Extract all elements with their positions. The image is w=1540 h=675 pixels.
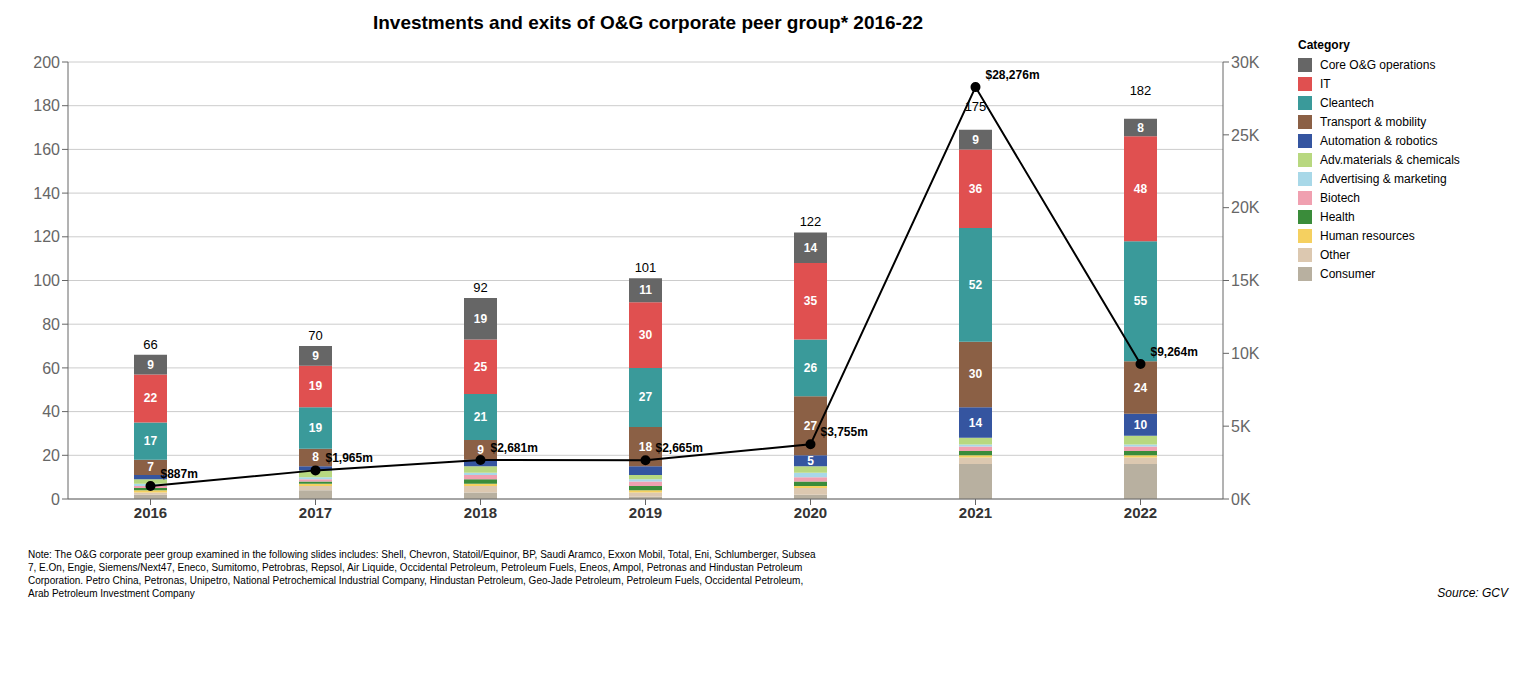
html-text:7, E.On, Engie, Siemens/Next47: 7, E.On, Engie, Siemens/Next47, Eneco, S… bbox=[28, 562, 803, 573]
svg-text:200: 200 bbox=[33, 54, 60, 71]
svg-text:20: 20 bbox=[42, 447, 60, 464]
svg-text:26: 26 bbox=[804, 361, 818, 375]
html-text:Adv.materials & chemicals: Adv.materials & chemicals bbox=[1320, 153, 1460, 167]
svg-text:30K: 30K bbox=[1231, 54, 1260, 71]
svg-text:$3,755m: $3,755m bbox=[821, 425, 868, 439]
svg-text:60: 60 bbox=[42, 360, 60, 377]
svg-text:122: 122 bbox=[800, 214, 822, 229]
svg-text:120: 120 bbox=[33, 228, 60, 245]
svg-text:20K: 20K bbox=[1231, 199, 1260, 216]
html-text:Transport & mobility: Transport & mobility bbox=[1320, 115, 1427, 129]
svg-text:9: 9 bbox=[477, 443, 484, 457]
svg-text:$887m: $887m bbox=[161, 467, 198, 481]
svg-text:10: 10 bbox=[1134, 418, 1148, 432]
html-text:Biotech: Biotech bbox=[1320, 191, 1360, 205]
svg-text:11: 11 bbox=[639, 283, 652, 297]
html-text:Note: The O&G corporate peer g: Note: The O&G corporate peer group exami… bbox=[28, 549, 816, 560]
svg-text:182: 182 bbox=[1130, 83, 1152, 98]
svg-text:25K: 25K bbox=[1231, 127, 1260, 144]
svg-text:2018: 2018 bbox=[464, 504, 497, 521]
svg-text:10K: 10K bbox=[1231, 345, 1260, 362]
svg-text:175: 175 bbox=[965, 99, 987, 114]
svg-text:$1,965m: $1,965m bbox=[326, 451, 373, 465]
svg-text:36: 36 bbox=[969, 182, 983, 196]
svg-text:101: 101 bbox=[635, 260, 657, 275]
svg-text:5: 5 bbox=[807, 454, 814, 468]
svg-text:52: 52 bbox=[969, 278, 983, 292]
svg-text:0: 0 bbox=[51, 491, 60, 508]
svg-text:9: 9 bbox=[972, 133, 979, 147]
html-text:Source: GCV: Source: GCV bbox=[1437, 586, 1508, 600]
html-text:Arab Petroleum Investment Comp: Arab Petroleum Investment Company bbox=[28, 588, 195, 599]
html-text:Human resources: Human resources bbox=[1320, 229, 1415, 243]
svg-text:92: 92 bbox=[473, 280, 487, 295]
svg-text:15K: 15K bbox=[1231, 272, 1260, 289]
svg-text:160: 160 bbox=[33, 141, 60, 158]
svg-text:19: 19 bbox=[474, 312, 488, 326]
svg-text:0K: 0K bbox=[1231, 491, 1251, 508]
svg-text:2021: 2021 bbox=[959, 504, 992, 521]
svg-text:80: 80 bbox=[42, 316, 60, 333]
html-text:Category: Category bbox=[1298, 38, 1350, 52]
svg-text:2016: 2016 bbox=[134, 504, 167, 521]
svg-text:2019: 2019 bbox=[629, 504, 662, 521]
html-text:IT: IT bbox=[1320, 77, 1331, 91]
svg-text:9: 9 bbox=[147, 358, 154, 372]
html-text:Core O&G operations: Core O&G operations bbox=[1320, 58, 1436, 72]
svg-text:24: 24 bbox=[1134, 381, 1148, 395]
svg-text:8: 8 bbox=[1137, 121, 1144, 135]
svg-text:66: 66 bbox=[143, 337, 157, 352]
svg-text:$2,665m: $2,665m bbox=[656, 441, 703, 455]
svg-text:19: 19 bbox=[309, 421, 323, 435]
svg-text:14: 14 bbox=[969, 416, 983, 430]
html-text:Automation & robotics: Automation & robotics bbox=[1320, 134, 1438, 148]
svg-text:$2,681m: $2,681m bbox=[491, 441, 538, 455]
svg-text:25: 25 bbox=[474, 360, 488, 374]
svg-text:2022: 2022 bbox=[1124, 504, 1157, 521]
svg-text:140: 140 bbox=[33, 185, 60, 202]
svg-text:30: 30 bbox=[969, 367, 983, 381]
svg-text:100: 100 bbox=[33, 272, 60, 289]
svg-text:$9,264m: $9,264m bbox=[1151, 345, 1198, 359]
svg-text:8: 8 bbox=[312, 450, 319, 464]
svg-text:$28,276m: $28,276m bbox=[986, 68, 1040, 82]
svg-text:21: 21 bbox=[474, 410, 488, 424]
svg-text:27: 27 bbox=[639, 390, 653, 404]
html-text:Cleantech: Cleantech bbox=[1320, 96, 1374, 110]
svg-text:5K: 5K bbox=[1231, 418, 1251, 435]
svg-text:30: 30 bbox=[639, 328, 653, 342]
svg-text:19: 19 bbox=[309, 379, 323, 393]
html-text:Consumer: Consumer bbox=[1320, 267, 1376, 281]
svg-text:40: 40 bbox=[42, 403, 60, 420]
svg-text:2020: 2020 bbox=[794, 504, 827, 521]
svg-text:22: 22 bbox=[144, 391, 158, 405]
html-text:Corporation. Petro China, Petr: Corporation. Petro China, Petronas, Unip… bbox=[28, 575, 804, 586]
svg-text:9: 9 bbox=[312, 349, 319, 363]
svg-text:180: 180 bbox=[33, 97, 60, 114]
html-text:Health: Health bbox=[1320, 210, 1355, 224]
svg-text:18: 18 bbox=[639, 440, 653, 454]
svg-text:55: 55 bbox=[1134, 294, 1148, 308]
html-text:Investments and exits of O&G c: Investments and exits of O&G corporate p… bbox=[372, 12, 923, 33]
svg-text:27: 27 bbox=[804, 419, 818, 433]
html-text:Advertising & marketing: Advertising & marketing bbox=[1320, 172, 1447, 186]
svg-text:17: 17 bbox=[144, 434, 158, 448]
svg-text:48: 48 bbox=[1134, 182, 1148, 196]
svg-text:7: 7 bbox=[147, 460, 154, 474]
svg-text:2017: 2017 bbox=[299, 504, 332, 521]
svg-text:35: 35 bbox=[804, 294, 818, 308]
html-text:Other: Other bbox=[1320, 248, 1350, 262]
svg-text:14: 14 bbox=[804, 241, 818, 255]
svg-text:70: 70 bbox=[308, 328, 322, 343]
